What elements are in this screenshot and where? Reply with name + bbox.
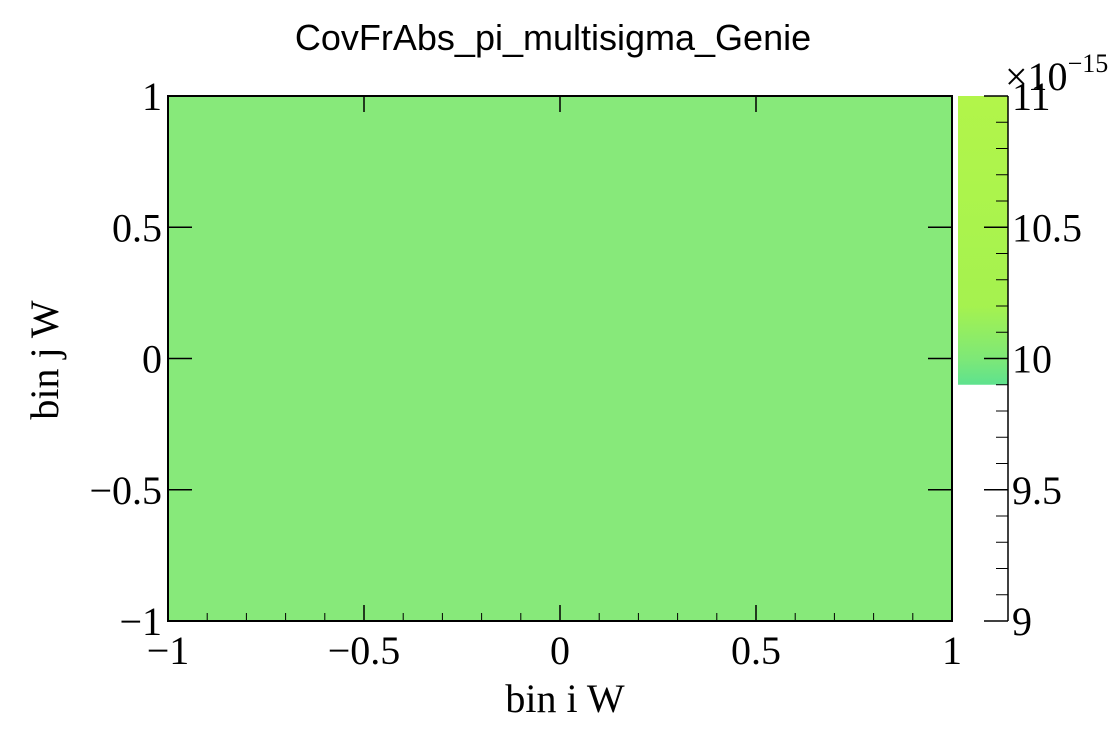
colorbar-exponent-power: −15 (1068, 49, 1109, 78)
colorbar-tick-label: 10 (1012, 337, 1052, 382)
colorbar-fill (958, 96, 1008, 385)
y-tick-label: −1 (119, 599, 162, 644)
chart-title: CovFrAbs_pi_multisigma_Genie (295, 17, 811, 58)
colorbar-exponent: ×10−15 (1005, 49, 1108, 99)
colorbar-tick-label: 10.5 (1012, 205, 1082, 250)
y-tick-label: 0 (142, 337, 162, 382)
x-axis: −1 −0.5 0 0.5 1 (147, 96, 962, 673)
y-tick-label: −0.5 (89, 468, 162, 513)
x-tick-label: 1 (942, 628, 962, 673)
heatmap-cell-0 (168, 96, 952, 621)
colorbar-tick-label: 9.5 (1012, 468, 1062, 513)
colorbar-exponent-base: ×10 (1005, 54, 1068, 99)
x-tick-label: −0.5 (328, 628, 401, 673)
title-background (250, 6, 850, 64)
y-axis-label: bin j W (22, 300, 67, 420)
heatmap-cells (168, 96, 952, 621)
x-tick-label: −1 (147, 628, 190, 673)
x-axis-label: bin i W (505, 676, 625, 721)
y-tick-label: 0.5 (112, 205, 162, 250)
colorbar: 9 9.5 10 10.5 11 (958, 74, 1082, 644)
colorbar-tick-label: 11 (1012, 74, 1051, 119)
x-tick-label: 0 (550, 628, 570, 673)
y-tick-label: 1 (142, 74, 162, 119)
colorbar-tick-label: 9 (1012, 599, 1032, 644)
x-tick-label: 0.5 (731, 628, 781, 673)
y-axis: −1 −0.5 0 0.5 1 (89, 74, 952, 644)
